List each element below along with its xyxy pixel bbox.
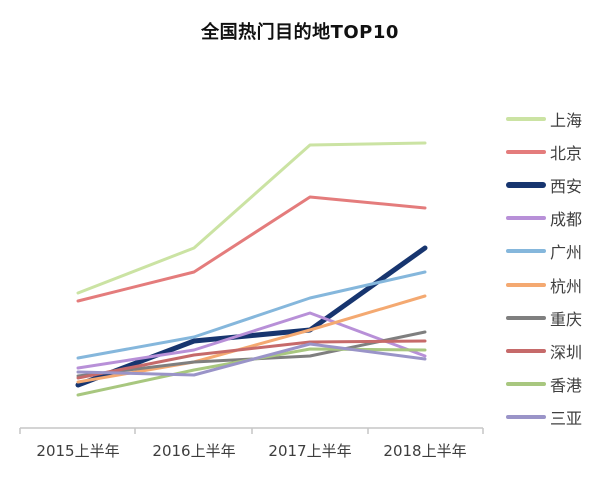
x-axis: [19, 427, 484, 434]
legend-item-hongkong: 香港: [506, 368, 600, 401]
x-axis-label-2: 2016上半年: [152, 442, 236, 460]
legend-label-xian: 西安: [550, 176, 583, 196]
legend-swatch-shenzhen: [506, 348, 546, 353]
legend-item-xian: 西安: [506, 168, 600, 201]
legend-label-chongqing: 重庆: [550, 309, 583, 329]
series-lines: [75, 141, 428, 397]
legend-swatch-chengdu: [506, 216, 546, 221]
series-line-chengdu: [76, 311, 427, 370]
chart-title: 全国热门目的地TOP10: [201, 22, 399, 43]
series-line-shenzhen: [76, 339, 427, 380]
legend-item-chengdu: 成都: [506, 202, 600, 235]
legend-label-hangzhou: 杭州: [550, 276, 583, 296]
series-line-beijing: [76, 195, 427, 303]
legend-label-sanya: 三亚: [550, 409, 583, 429]
legend-item-guangzhou: 广州: [506, 235, 600, 268]
legend-label-shanghai: 上海: [550, 110, 583, 130]
legend-swatch-guangzhou: [506, 249, 546, 254]
legend-swatch-xian: [506, 181, 546, 188]
legend-swatch-chongqing: [506, 315, 546, 320]
chart-legend: 上海北京西安成都广州杭州重庆深圳香港三亚: [506, 102, 600, 434]
legend-label-hongkong: 香港: [550, 376, 583, 396]
x-axis-label-3: 2017上半年: [268, 442, 352, 460]
legend-item-sanya: 三亚: [506, 401, 600, 434]
x-axis-label-1: 2015上半年: [36, 442, 120, 460]
legend-item-hangzhou: 杭州: [506, 268, 600, 301]
legend-item-shenzhen: 深圳: [506, 334, 600, 367]
legend-label-chengdu: 成都: [550, 210, 583, 230]
legend-swatch-beijing: [506, 149, 546, 154]
x-axis-labels: 2015上半年 2016上半年 2017上半年 2018上半年: [0, 440, 600, 464]
legend-swatch-hongkong: [506, 382, 546, 387]
legend-label-shenzhen: 深圳: [550, 342, 583, 362]
series-line-shanghai: [76, 141, 427, 295]
legend-swatch-hangzhou: [506, 282, 546, 287]
legend-label-guangzhou: 广州: [550, 243, 583, 263]
legend-item-beijing: 北京: [506, 135, 600, 168]
legend-item-shanghai: 上海: [506, 102, 600, 135]
legend-swatch-shanghai: [506, 116, 546, 121]
x-axis-label-4: 2018上半年: [383, 442, 467, 460]
legend-label-beijing: 北京: [550, 143, 583, 163]
legend-item-chongqing: 重庆: [506, 301, 600, 334]
series-line-sanya: [76, 342, 427, 377]
series-line-chongqing: [76, 330, 427, 378]
series-line-guangzhou: [76, 270, 427, 360]
legend-swatch-sanya: [506, 415, 546, 420]
series-line-xian: [75, 245, 428, 388]
